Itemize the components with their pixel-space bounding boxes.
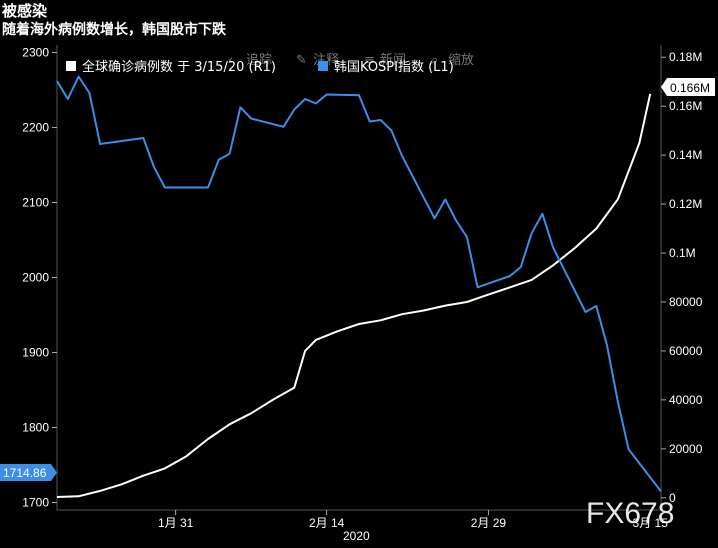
left-tick-label: 1700 [22, 496, 49, 510]
toolbar-pencil-icon: ✎ [296, 53, 307, 68]
x-tick-label: 3月 15 [633, 516, 669, 530]
toolbar-news-icon: ≡ [364, 53, 375, 68]
toolbar-item-track[interactable]: 追踪 [246, 52, 272, 68]
legend-label-kospi: 韩国KOSPI指数 (L1) [334, 60, 454, 75]
right-tick-label: 20000 [669, 442, 703, 456]
left-tick-label: 1900 [22, 346, 49, 360]
right-tick-label: 0.16M [669, 99, 702, 113]
x-tick-label: 1月 31 [158, 516, 194, 530]
left-axis-ticks: 1700 1800 1900 2000 2100 2200 2300 [22, 46, 57, 510]
kospi-current-value-badge: 1714.86 [0, 464, 57, 481]
x-axis-ticks: 1月 31 2月 14 2月 29 3月 15 [158, 510, 668, 530]
right-tick-label: 80000 [669, 295, 703, 309]
legend-swatch-cases [66, 61, 76, 71]
toolbar-item-zoom[interactable]: 缩放 [448, 52, 474, 68]
legend: 全球确诊病例数 于 3/15/20 (R1) 韩国KOSPI指数 (L1) [66, 59, 454, 75]
x-axis-year-label: 2020 [343, 529, 370, 543]
left-tick-label: 2000 [22, 271, 49, 285]
cases-current-value-badge: 0.166M [661, 78, 715, 96]
right-tick-label: 0.1M [669, 246, 696, 260]
right-tick-label: 0 [669, 491, 676, 505]
legend-swatch-kospi [318, 61, 328, 71]
left-tick-label: 2300 [22, 46, 49, 60]
kospi-current-value: 1714.86 [3, 466, 47, 480]
cases-current-value: 0.166M [670, 81, 710, 95]
toolbar-chevron-icon: ‹ [228, 53, 233, 68]
right-tick-label: 0.12M [669, 197, 702, 211]
x-tick-label: 2月 29 [471, 516, 507, 530]
left-tick-label: 2200 [22, 121, 49, 135]
series-line-global-cases [56, 93, 652, 498]
x-tick-label: 2月 14 [309, 516, 345, 530]
chart-subtitle: 随着海外病例数增长，韩国股市下跌 [2, 22, 226, 38]
left-tick-label: 1800 [22, 421, 49, 435]
right-tick-label: 0.18M [669, 50, 702, 64]
legend-label-cases: 全球确诊病例数 于 3/15/20 (R1) [82, 59, 276, 75]
toolbar-zoom-icon: ⌕ [431, 53, 438, 68]
watermark: FX678 [586, 497, 674, 530]
toolbar-item-news[interactable]: 新闻 [380, 52, 406, 68]
series-line-kospi [56, 75, 662, 493]
right-tick-label: 40000 [669, 393, 703, 407]
right-tick-label: 60000 [669, 344, 703, 358]
left-tick-label: 2100 [22, 196, 49, 210]
right-axis-ticks: 0 20000 40000 60000 80000 0.1M 0.12M 0.14M 0.16M… [661, 50, 703, 505]
chart-title: 被感染 [2, 2, 48, 20]
right-tick-label: 0.14M [669, 148, 702, 162]
